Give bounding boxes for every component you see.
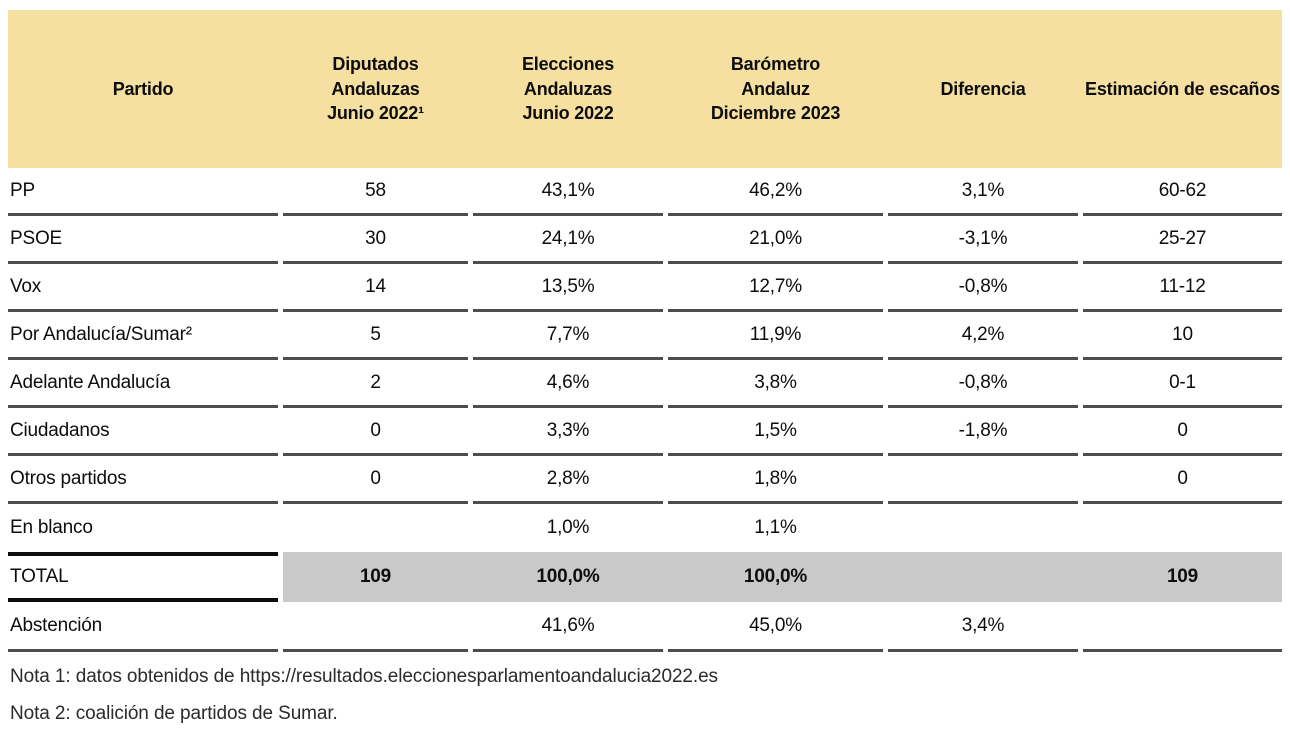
cell-partido: Vox [8,264,278,312]
cell-barometro: 21,0% [668,216,883,264]
cell-barometro: 1,8% [668,456,883,504]
cell-diputados: 14 [283,264,468,312]
total-label: TOTAL [8,552,278,602]
table-row: Adelante Andalucía 2 4,6% 3,8% -0,8% 0-1 [8,360,1282,408]
cell-diputados: 5 [283,312,468,360]
cell-diferencia: -1,8% [888,408,1078,456]
cell-diferencia: -3,1% [888,216,1078,264]
column-header-barometro: Barómetro Andaluz Diciembre 2023 [710,53,841,124]
note-2: Nota 2: coalición de partidos de Sumar. [10,703,338,724]
cell-diferencia [888,456,1078,504]
column-header-partido: Partido [112,78,174,99]
cell-elecciones: 7,7% [473,312,663,360]
cell-diferencia: -0,8% [888,360,1078,408]
column-header-elecciones: Elecciones Andaluzas Junio 2022 [521,53,615,124]
cell-elecciones: 2,8% [473,456,663,504]
cell-partido: Ciudadanos [8,408,278,456]
cell-diputados [283,602,468,652]
cell-elecciones: 41,6% [473,602,663,652]
column-header-diferencia: Diferencia [940,78,1026,99]
cell-diputados: 0 [283,456,468,504]
cell-estimacion [1083,504,1282,552]
cell-diferencia: 4,2% [888,312,1078,360]
cell-diferencia: 3,1% [888,168,1078,216]
cell-estimacion: 11-12 [1083,264,1282,312]
total-estimacion: 109 [1166,566,1199,587]
cell-estimacion: 0 [1083,456,1282,504]
total-highlight-block: 109 100,0% 100,0% 109 [283,552,1282,602]
cell-estimacion: 60-62 [1083,168,1282,216]
cell-elecciones: 43,1% [473,168,663,216]
column-header-diputados: Diputados Andaluzas Junio 2022¹ [327,53,424,124]
cell-barometro: 11,9% [668,312,883,360]
cell-partido: Por Andalucía/Sumar² [8,312,278,360]
cell-estimacion: 0-1 [1083,360,1282,408]
table-header-row: Partido Diputados Andaluzas Junio 2022¹ … [8,10,1282,168]
cell-diferencia: -0,8% [888,264,1078,312]
cell-diputados: 0 [283,408,468,456]
table-row: Vox 14 13,5% 12,7% -0,8% 11-12 [8,264,1282,312]
note-1: Nota 1: datos obtenidos de https://resul… [10,666,718,687]
cell-diferencia: 3,4% [888,602,1078,652]
total-row: TOTAL 109 100,0% 100,0% 109 [8,552,1282,602]
total-diputados: 109 [359,566,392,587]
cell-diputados [283,504,468,552]
column-header-estimacion: Estimación de escaños [1085,78,1280,99]
cell-diputados: 30 [283,216,468,264]
abstencion-row: Abstención 41,6% 45,0% 3,4% [8,602,1282,652]
total-barometro: 100,0% [743,566,808,587]
table-row: Por Andalucía/Sumar² 5 7,7% 11,9% 4,2% 1… [8,312,1282,360]
cell-estimacion: 25-27 [1083,216,1282,264]
cell-barometro: 3,8% [668,360,883,408]
cell-barometro: 45,0% [668,602,883,652]
cell-elecciones: 13,5% [473,264,663,312]
cell-partido: PSOE [8,216,278,264]
cell-barometro: 12,7% [668,264,883,312]
cell-partido: Adelante Andalucía [8,360,278,408]
cell-barometro: 1,5% [668,408,883,456]
cell-elecciones: 24,1% [473,216,663,264]
cell-estimacion: 0 [1083,408,1282,456]
cell-estimacion: 10 [1083,312,1282,360]
table-row: PSOE 30 24,1% 21,0% -3,1% 25-27 [8,216,1282,264]
total-elecciones: 100,0% [536,566,600,587]
table-row: Ciudadanos 0 3,3% 1,5% -1,8% 0 [8,408,1282,456]
election-table: Partido Diputados Andaluzas Junio 2022¹ … [8,10,1282,725]
cell-elecciones: 1,0% [546,517,590,538]
table-row: En blanco 1,0% 1,1% [8,504,1282,552]
cell-elecciones: 3,3% [473,408,663,456]
table-row: Otros partidos 0 2,8% 1,8% 0 [8,456,1282,504]
cell-barometro: 46,2% [668,168,883,216]
cell-partido: PP [8,168,278,216]
total-diferencia [888,552,1078,602]
cell-barometro: 1,1% [754,517,797,538]
table-row: PP 58 43,1% 46,2% 3,1% 60-62 [8,168,1282,216]
cell-partido: Otros partidos [8,456,278,504]
footnotes: Nota 1: datos obtenidos de https://resul… [10,665,1282,725]
cell-partido: En blanco [10,517,93,538]
cell-elecciones: 4,6% [473,360,663,408]
cell-estimacion [1083,602,1282,652]
cell-diputados: 58 [283,168,468,216]
cell-diputados: 2 [283,360,468,408]
cell-partido: Abstención [8,602,278,652]
cell-diferencia [888,504,1078,552]
